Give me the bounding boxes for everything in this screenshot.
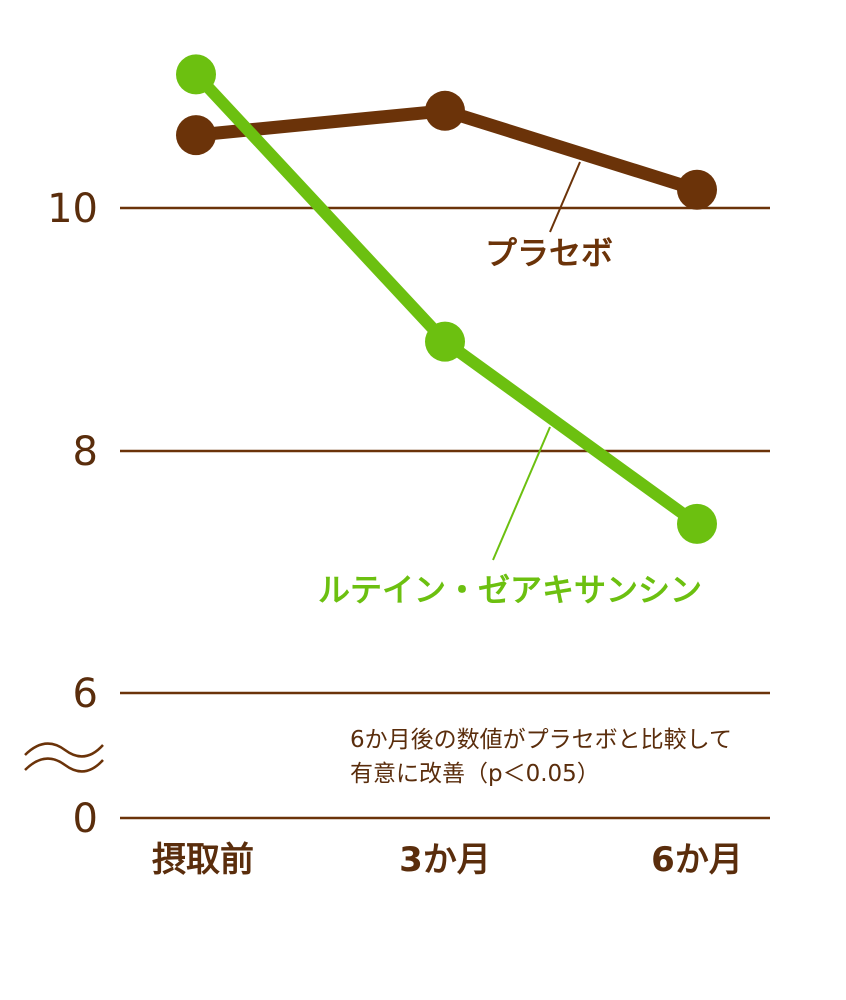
y-tick-label: 10 — [47, 186, 98, 232]
grid-lines — [120, 206, 770, 820]
note-line-1: 6か月後の数値がプラセボと比較して — [350, 727, 732, 753]
x-category-label: 3か月 — [399, 840, 491, 880]
lutein-data-point — [677, 503, 717, 544]
lutein-leader-line — [492, 426, 551, 561]
x-category-label: 摂取前 — [152, 840, 254, 880]
placebo-series-label: プラセボ — [485, 234, 613, 272]
significance-note: 6か月後の数値がプラセボと比較して 有意に改善（p＜0.05） — [350, 727, 732, 787]
x-category-labels: 摂取前 3か月 6か月 — [152, 840, 743, 880]
y-tick-label: 0 — [73, 796, 98, 842]
lutein-series-line — [191, 70, 701, 529]
series-labels: プラセボ ルテイン・ゼアキサンシン — [318, 161, 702, 609]
y-tick-labels: 10 8 6 0 — [47, 186, 98, 842]
placebo-data-point — [425, 90, 465, 131]
lutein-series-label: ルテイン・ゼアキサンシン — [318, 571, 702, 609]
lutein-data-point — [425, 321, 465, 362]
placebo-data-point — [176, 115, 216, 156]
note-line-2: 有意に改善（p＜0.05） — [350, 761, 600, 787]
y-tick-label: 8 — [73, 429, 98, 475]
lutein-data-point — [176, 54, 216, 95]
x-category-label: 6か月 — [651, 840, 743, 880]
placebo-leader-line — [549, 161, 581, 233]
series — [176, 54, 717, 544]
y-tick-label: 6 — [73, 671, 98, 717]
axis-break-icon — [24, 742, 104, 773]
placebo-data-point — [677, 169, 717, 210]
